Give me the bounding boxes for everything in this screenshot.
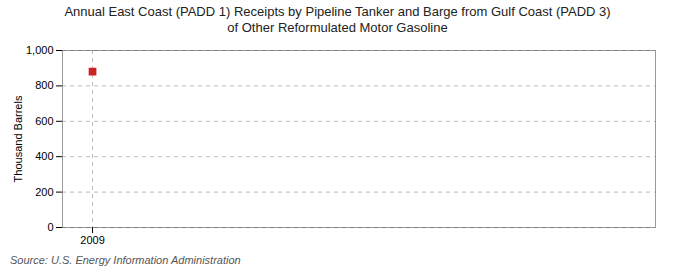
svg-text:1,000: 1,000 [26,44,54,56]
html-text:Annual East Coast (PADD 1) Rec: Annual East Coast (PADD 1) Receipts by P… [64,4,611,35]
svg-text:800: 800 [35,79,53,91]
html-text:Source: U.S. Energy Informatio: Source: U.S. Energy Information Administ… [10,254,241,266]
svg-text:600: 600 [35,115,53,127]
svg-text:Thousand Barrels: Thousand Barrels [12,95,24,182]
svg-text:0: 0 [47,221,53,233]
svg-text:2009: 2009 [80,234,104,246]
svg-text:400: 400 [35,150,53,162]
svg-text:200: 200 [35,186,53,198]
